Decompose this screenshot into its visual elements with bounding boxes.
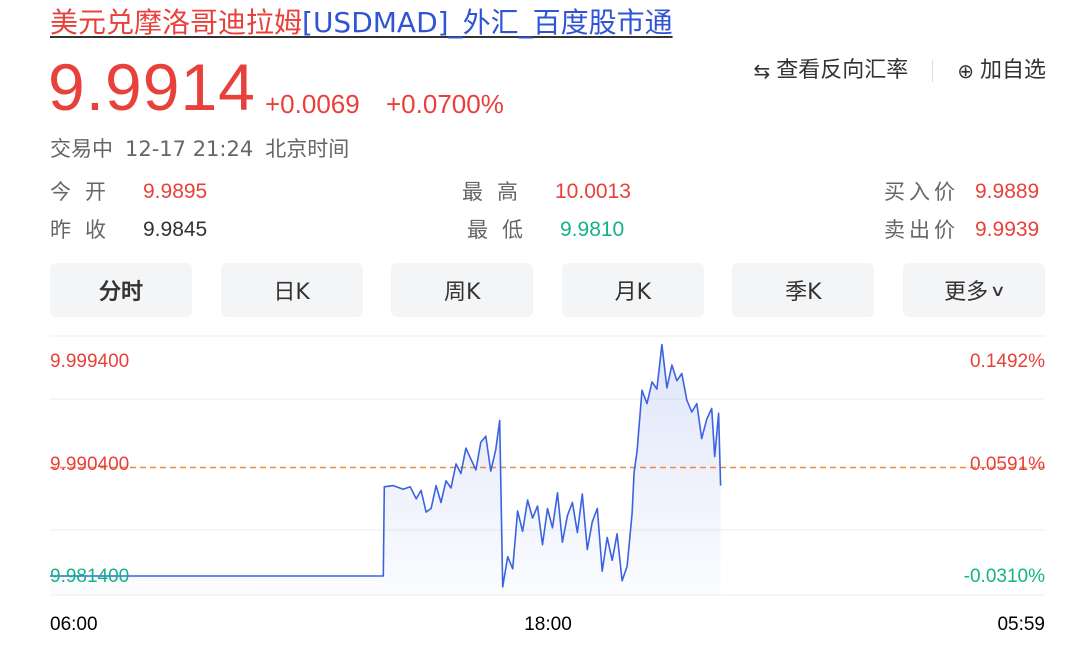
reverse-rate-button[interactable]: ⇆ 查看反向汇率 xyxy=(753,56,908,86)
ask-value: 9.9939 xyxy=(975,218,1040,241)
title-name[interactable]: 美元兑摩洛哥迪拉姆 xyxy=(50,6,303,39)
tab-monthly-k[interactable]: 月K xyxy=(561,263,704,317)
y-right-tick-mid: 0.0591% xyxy=(970,454,1045,475)
title-code[interactable]: [USDMAD]_外汇_百度股市通 xyxy=(302,6,673,39)
page-title[interactable]: 美元兑摩洛哥迪拉姆[USDMAD]_外汇_百度股市通 xyxy=(50,4,673,42)
tab-weekly-k[interactable]: 周K xyxy=(391,263,534,317)
prev-close-label: 昨收 xyxy=(50,218,120,242)
header-actions: ⇆ 查看反向汇率 ⊕ 加自选 xyxy=(753,56,1046,86)
trading-status: 交易中 12-17 21:24 北京时间 xyxy=(50,134,361,164)
x-tick-end: 05:59 xyxy=(997,614,1045,635)
reverse-rate-label: 查看反向汇率 xyxy=(776,58,909,83)
current-price: 9.9914 xyxy=(48,50,256,124)
bid-value: 9.9889 xyxy=(975,180,1040,203)
divider xyxy=(932,60,934,82)
tab-quarterly-k[interactable]: 季K xyxy=(732,263,875,317)
period-tabs: 分时 日K 周K 月K 季K 更多 ∨ xyxy=(50,263,1045,317)
y-left-tick-bottom: 9.981400 xyxy=(50,566,129,587)
ask-label: 卖出价 xyxy=(884,218,959,242)
tab-daily-k[interactable]: 日K xyxy=(220,263,363,317)
price-line xyxy=(50,343,722,588)
low-label: 最低 xyxy=(467,218,537,242)
price-area xyxy=(50,344,721,595)
y-left-tick-mid: 9.990400 xyxy=(50,454,129,475)
tab-more[interactable]: 更多 ∨ xyxy=(902,263,1045,317)
y-left-tick-top: 9.999400 xyxy=(50,351,129,372)
status-text: 交易中 xyxy=(50,137,113,161)
price-change: +0.0069 xyxy=(265,89,360,119)
y-right-tick-top: 0.1492% xyxy=(970,351,1045,372)
bid-label: 买入价 xyxy=(884,180,959,204)
tab-intraday[interactable]: 分时 xyxy=(50,263,192,317)
x-tick-mid: 18:00 xyxy=(524,614,572,635)
chevron-down-icon: ∨ xyxy=(989,280,1007,300)
tab-more-label: 更多 xyxy=(944,280,989,305)
add-watchlist-button[interactable]: ⊕ 加自选 xyxy=(957,56,1046,86)
swap-icon: ⇆ xyxy=(753,59,771,83)
plus-circle-icon: ⊕ xyxy=(957,59,974,83)
price-change-pct: +0.0700% xyxy=(386,89,504,119)
open-value: 9.9895 xyxy=(143,180,208,203)
high-label: 最高 xyxy=(462,180,532,204)
status-timezone: 北京时间 xyxy=(265,137,350,161)
status-datetime: 12-17 21:24 xyxy=(125,137,254,161)
low-value: 9.9810 xyxy=(560,218,625,241)
x-tick-start: 06:00 xyxy=(50,614,98,635)
y-right-tick-bottom: -0.0310% xyxy=(964,566,1045,587)
intraday-chart[interactable]: 9.999400 9.990400 9.981400 0.1492% 0.059… xyxy=(0,330,1080,656)
add-watch-label: 加自选 xyxy=(979,58,1046,83)
high-value: 10.0013 xyxy=(555,180,631,203)
open-label: 今开 xyxy=(50,180,120,204)
prev-close-value: 9.9845 xyxy=(143,218,208,241)
